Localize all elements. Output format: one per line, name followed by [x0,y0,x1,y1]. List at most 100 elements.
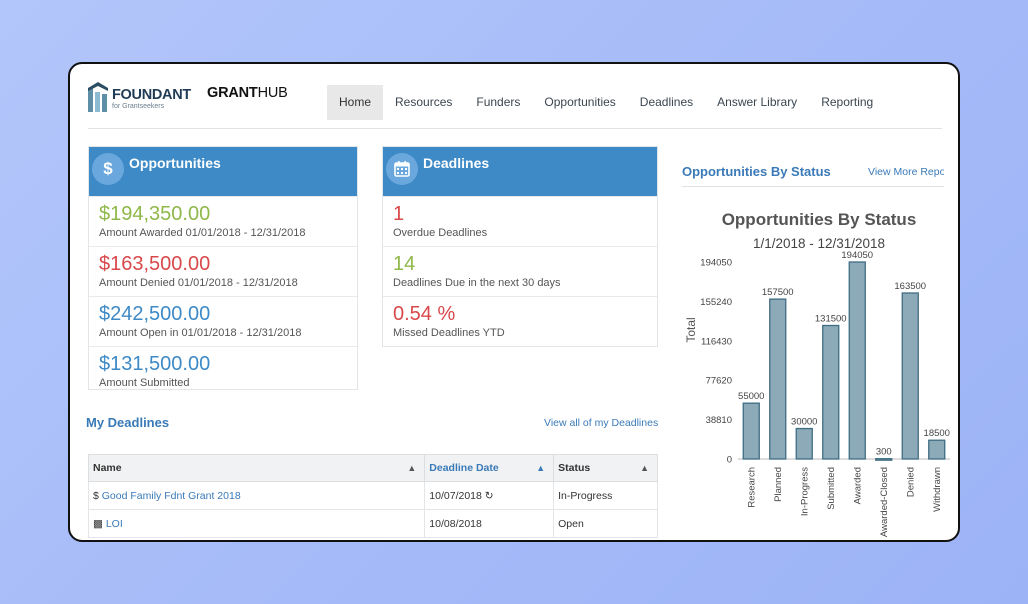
x-tick-label: Denied [905,467,916,497]
stat-value: 1 [393,203,405,225]
nav-opportunities[interactable]: Opportunities [544,95,616,109]
nav-answer-library[interactable]: Answer Library [717,95,798,109]
calendar-icon [386,153,418,185]
header-divider [88,128,942,129]
column-deadline-date[interactable]: Deadline Date ▲ [424,454,555,482]
stat-value: $131,500.00 [99,353,211,375]
cell-status: Open [553,509,658,538]
y-tick-label: 155240 [700,297,732,308]
stat-amount-denied[interactable]: $163,500.00 Amount Denied 01/01/2018 - 1… [89,246,357,296]
column-deadline-date-label: Deadline Date [429,462,499,474]
bar-in-progress [795,427,813,460]
bar-submitted [822,324,840,460]
bar-awarded [848,261,866,460]
stat-label: Overdue Deadlines [393,227,488,239]
granthub-logo[interactable]: GRANTHUB [207,85,288,101]
deadline-link[interactable]: LOI [105,517,123,530]
column-status[interactable]: Status ▲ [553,454,658,482]
dollar-icon: $ [92,153,124,185]
cell-date: 10/07/2018 ↻ [424,481,555,510]
nav-home[interactable]: Home [327,85,384,120]
data-label: 18500 [924,428,950,439]
table-row[interactable]: $ Good Family Fdnt Grant 2018 10/07/2018… [87,481,658,510]
x-tick-label: Awarded-Closed [879,467,890,537]
my-deadlines-title: My Deadlines [86,415,170,430]
opportunities-card-title: Opportunities [129,155,221,171]
cell-status: In-Progress [553,481,658,510]
top-bar: FOUNDANT for Grantseekers GRANTHUB Home … [70,64,958,130]
opportunities-by-status-chart: Opportunities By Status 1/1/2018 - 12/31… [684,210,950,537]
opportunities-card-header[interactable]: $ Opportunities [89,147,357,196]
deadline-link[interactable]: Good Family Fdnt Grant 2018 [101,489,241,502]
date-value: 10/07/2018 [429,489,482,502]
stat-amount-submitted[interactable]: $131,500.00 Amount Submitted [89,346,357,396]
y-tick-label: 194050 [700,258,732,269]
foundant-tagline: for Grantseekers [112,103,165,110]
stat-value: 14 [393,253,416,275]
sort-icon[interactable]: ▲︎ [407,463,417,473]
bar-research [742,402,760,460]
stat-value: $194,350.00 [99,203,211,225]
status-panel-rule [682,186,944,187]
cell-name: ▩ LOI [87,509,426,538]
x-tick-label: Submitted [826,467,837,510]
chart-title: Opportunities By Status [722,210,917,229]
table-header-row: Name ▲︎ Deadline Date ▲ Status ▲ [87,454,658,482]
stat-label: Amount Open in 01/01/2018 - 12/31/2018 [99,327,302,339]
y-tick-label: 0 [727,455,732,466]
foundant-logo[interactable]: FOUNDANT for Grantseekers [88,82,198,116]
stat-deadlines-next-30[interactable]: 14 Deadlines Due in the next 30 days [383,246,657,296]
cell-date: 10/08/2018 [424,509,555,538]
stat-value: $242,500.00 [99,303,211,325]
cell-name: $ Good Family Fdnt Grant 2018 [87,481,426,510]
nav-funders[interactable]: Funders [476,95,521,109]
foundant-wordmark: FOUNDANT [112,87,191,103]
view-all-deadlines-link[interactable]: View all of my Deadlines [544,417,659,429]
column-status-label: Status [558,462,591,474]
deadlines-card: Deadlines 1 Overdue Deadlines 14 Deadlin… [382,146,658,347]
bar-denied [901,292,919,460]
stat-label: Deadlines Due in the next 30 days [393,277,561,289]
nav-reporting[interactable]: Reporting [821,95,874,109]
nav-deadlines[interactable]: Deadlines [639,95,694,109]
x-tick-label: In-Progress [799,467,810,516]
column-name[interactable]: Name ▲︎ [87,454,426,482]
deadlines-card-header[interactable]: Deadlines [383,147,657,196]
data-label: 194050 [841,250,873,261]
app-window: FOUNDANT for Grantseekers GRANTHUB Home … [68,62,960,542]
nav-resources[interactable]: Resources [395,95,453,109]
sort-icon[interactable]: ▲ [640,463,649,473]
chart-y-axis-label: Total [684,317,698,342]
stat-overdue-deadlines[interactable]: 1 Overdue Deadlines [383,196,657,246]
table-row[interactable]: ▩ LOI 10/08/2018 Open [87,509,658,538]
data-label: 300 [876,447,892,458]
my-deadlines-table: Name ▲︎ Deadline Date ▲ Status ▲ $ Good … [87,454,658,538]
data-label: 30000 [791,417,817,428]
chart-subtitle: 1/1/2018 - 12/31/2018 [753,236,885,251]
sort-ascending-icon[interactable]: ▲ [536,463,546,473]
stat-label: Missed Deadlines YTD [393,327,505,339]
stat-amount-awarded[interactable]: $194,350.00 Amount Awarded 01/01/2018 - … [89,196,357,246]
stat-label: Amount Denied 01/01/2018 - 12/31/2018 [99,277,298,289]
data-label: 55000 [738,391,764,402]
data-label: 131500 [815,314,847,325]
x-tick-label: Research [746,467,757,508]
x-tick-label: Awarded [852,467,863,504]
foundant-mark-icon [88,82,108,112]
x-tick-label: Withdrawn [932,467,943,512]
stat-value: $163,500.00 [99,253,211,275]
bar-awarded-closed [875,458,893,461]
stat-label: Amount Submitted [99,377,190,389]
stat-missed-deadlines[interactable]: 0.54 % Missed Deadlines YTD [383,296,657,346]
stat-amount-open[interactable]: $242,500.00 Amount Open in 01/01/2018 - … [89,296,357,346]
granthub-bold: GRANT [207,85,258,101]
document-icon: ▩ [93,517,103,530]
view-more-reports-link[interactable]: View More Repo [868,166,944,178]
y-tick-label: 77620 [706,376,732,387]
recurring-icon: ↻ [484,489,494,502]
bar-withdrawn [928,439,946,460]
main-nav: Home Resources Funders Opportunities Dea… [327,85,885,120]
bar-planned [769,298,787,460]
data-label: 163500 [894,281,926,292]
opportunities-card: $ Opportunities $194,350.00 Amount Award… [88,146,358,390]
